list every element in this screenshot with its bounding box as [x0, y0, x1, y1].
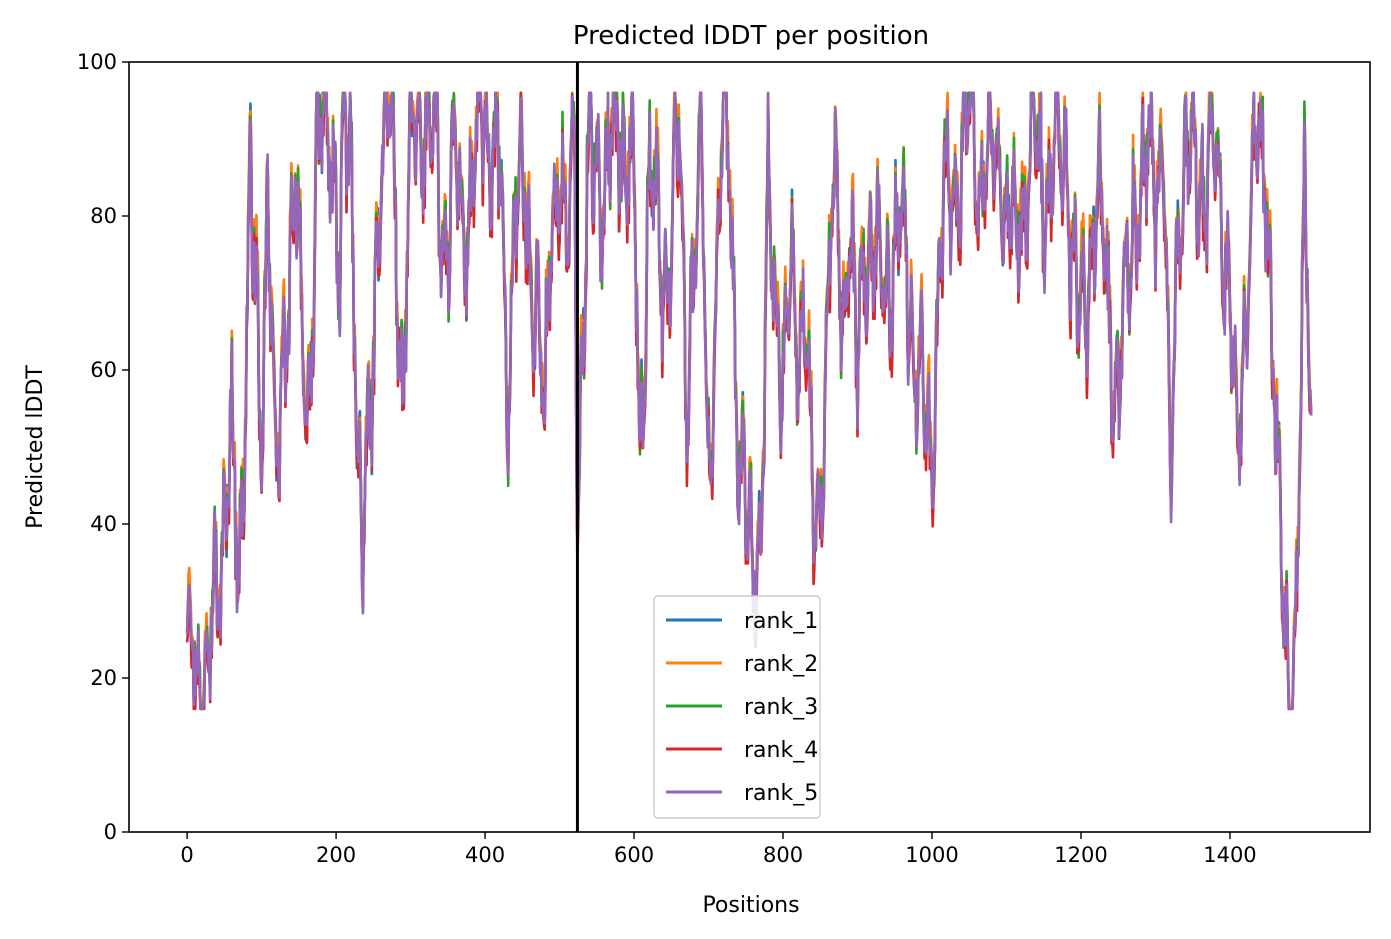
x-tick-label: 1000 [905, 843, 958, 867]
y-tick-label: 100 [77, 50, 117, 74]
x-tick-label: 0 [180, 843, 193, 867]
y-axis-label: Predicted lDDT [23, 365, 48, 529]
chart-title: Predicted lDDT per position [573, 21, 929, 51]
y-axis-ticks: 0 20 40 60 80 100 [77, 50, 129, 844]
y-tick-label: 20 [90, 666, 117, 690]
legend-label-rank_2: rank_2 [744, 652, 818, 677]
y-tick-label: 80 [90, 204, 117, 228]
x-tick-label: 200 [316, 843, 356, 867]
plot-frame [128, 61, 1371, 833]
y-tick-label: 0 [104, 820, 117, 844]
x-axis-ticks: 0 200 400 600 800 1000 1200 1400 [180, 832, 1257, 867]
legend-label-rank_5: rank_5 [744, 781, 818, 806]
x-tick-label: 600 [614, 843, 654, 867]
x-tick-label: 1200 [1054, 843, 1107, 867]
x-tick-label: 1400 [1203, 843, 1256, 867]
x-tick-label: 800 [763, 843, 803, 867]
x-axis-label: Positions [702, 893, 799, 918]
legend-items: rank_1 rank_2 rank_3 rank_4 rank_5 [666, 609, 818, 806]
series-layer [185, 91, 1313, 711]
legend-label-rank_3: rank_3 [744, 695, 818, 720]
legend: rank_1 rank_2 rank_3 rank_4 rank_5 [653, 595, 821, 819]
legend-label-rank_4: rank_4 [744, 738, 818, 763]
x-tick-label: 400 [465, 843, 505, 867]
series-line-rank_5 [185, 91, 1313, 711]
legend-box [653, 595, 821, 819]
y-tick-label: 40 [90, 512, 117, 536]
legend-label-rank_1: rank_1 [744, 609, 818, 634]
y-tick-label: 60 [90, 358, 117, 382]
